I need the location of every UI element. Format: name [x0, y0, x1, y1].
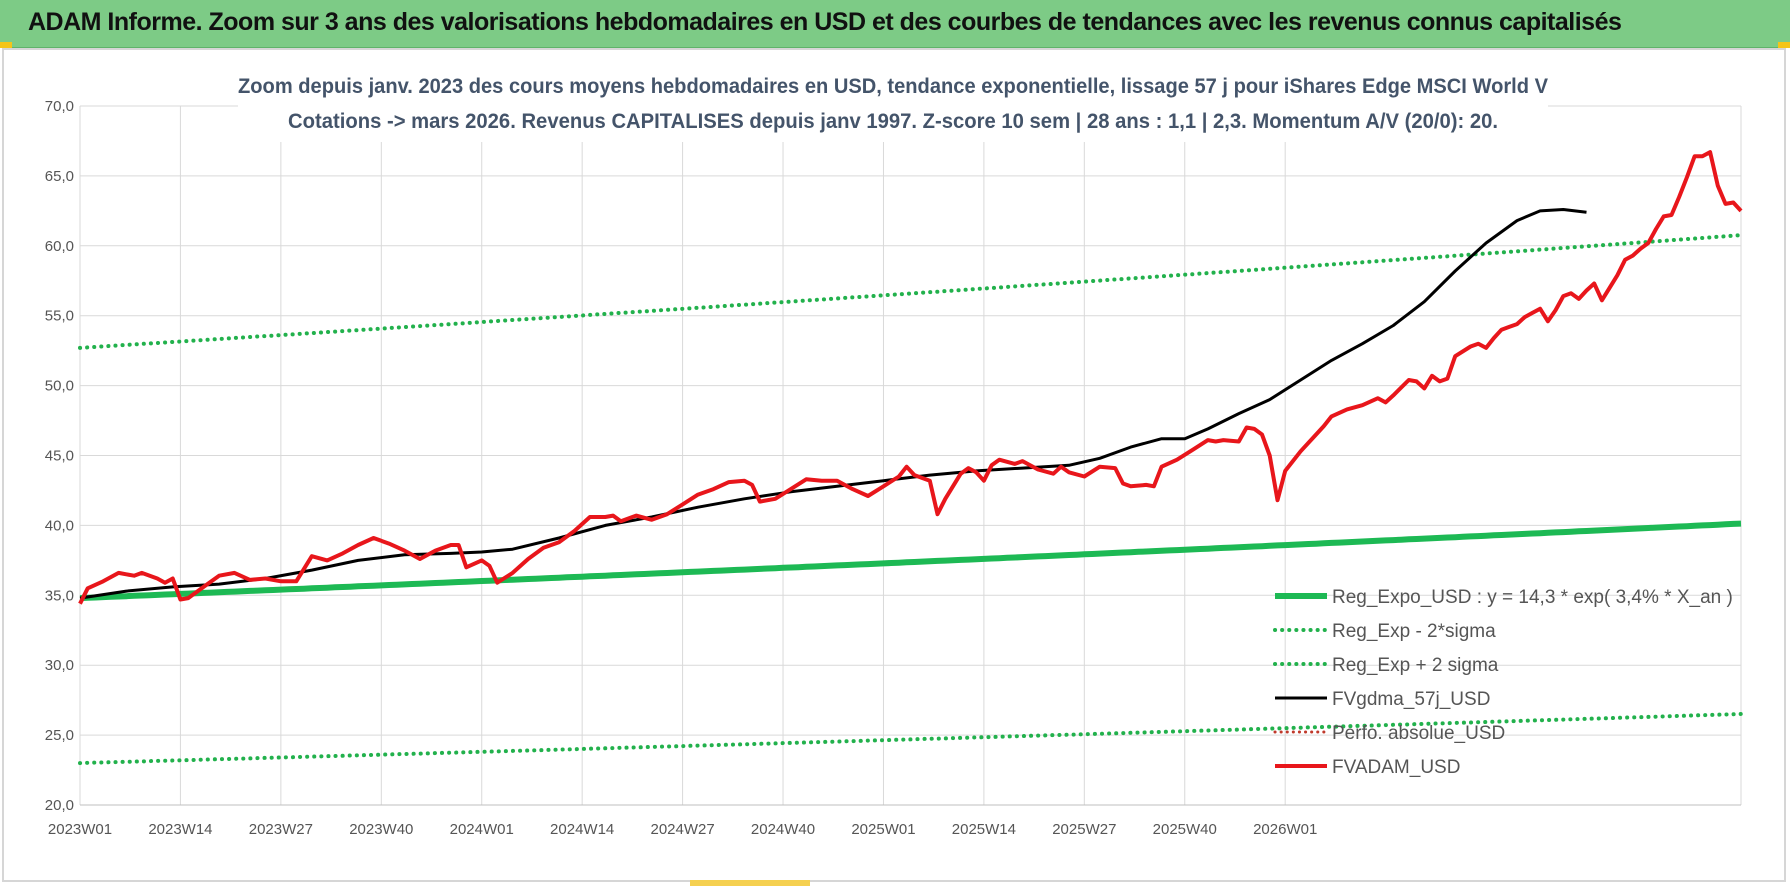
chart-series: [78, 150, 1743, 766]
chart-legend: Reg_Expo_USD : y = 14,3 * exp( 3,4% * X_…: [1273, 587, 1733, 778]
x-tick-label: 2023W40: [349, 821, 413, 838]
legend-label: Reg_Exp - 2*sigma: [1332, 621, 1496, 642]
y-tick-label: 40,0: [45, 517, 74, 534]
series-line-1: [78, 712, 1743, 766]
series-line-0: [79, 520, 1742, 602]
legend-label: Perfo. absolue_USD: [1332, 723, 1505, 744]
x-tick-label: 2024W01: [450, 821, 514, 838]
x-tick-label: 2023W27: [249, 821, 313, 838]
x-tick-label: 2023W01: [48, 821, 112, 838]
legend-label: Reg_Exp + 2 sigma: [1332, 655, 1499, 676]
x-tick-label: 2024W14: [550, 821, 614, 838]
y-tick-label: 70,0: [45, 98, 74, 115]
y-axis-ticks: 20,0 25,0 30,0 35,0 40,0 45,0 50,0 55,0 60,0 65,0…: [45, 98, 74, 814]
x-tick-label: 2024W40: [751, 821, 815, 838]
y-tick-label: 55,0: [45, 308, 74, 325]
legend-label: FVADAM_USD: [1332, 757, 1460, 778]
y-tick-label: 30,0: [45, 657, 74, 674]
x-tick-label: 2023W14: [148, 821, 212, 838]
banner-corner-left: [0, 42, 12, 48]
chart-grid: [79, 105, 1742, 806]
x-tick-label: 2024W27: [650, 821, 714, 838]
chart-title: Zoom depuis janv. 2023 des cours moyens …: [238, 75, 1548, 98]
y-tick-label: 45,0: [45, 448, 74, 465]
chart-subtitle: Cotations -> mars 2026. Revenus CAPITALI…: [288, 110, 1498, 133]
bottom-mark: [690, 880, 810, 886]
y-tick-label: 35,0: [45, 587, 74, 604]
chart-frame: [2, 48, 1786, 882]
chart-title-background: [238, 64, 1548, 142]
series-line-5: [78, 150, 1743, 605]
y-tick-label: 50,0: [45, 378, 74, 395]
y-tick-label: 60,0: [45, 238, 74, 255]
report-banner: ADAM Informe. Zoom sur 3 ans des valoris…: [0, 0, 1790, 48]
x-tick-label: 2025W01: [851, 821, 915, 838]
x-tick-label: 2025W27: [1052, 821, 1116, 838]
chart-title-block: Zoom depuis janv. 2023 des cours moyens …: [238, 64, 1548, 142]
x-tick-label: 2026W01: [1253, 821, 1317, 838]
x-axis-ticks: 2023W01 2023W14 2023W27 2023W40 2024W01 2024W…: [48, 821, 1317, 838]
banner-corner-right: [1778, 42, 1790, 48]
report-title: ADAM Informe. Zoom sur 3 ans des valoris…: [28, 8, 1622, 36]
x-tick-label: 2025W14: [952, 821, 1016, 838]
series-line-2: [78, 233, 1743, 350]
legend-label: FVgdma_57j_USD: [1332, 689, 1490, 710]
legend-label: Reg_Expo_USD : y = 14,3 * exp( 3,4% * X_…: [1332, 587, 1733, 608]
y-tick-label: 25,0: [45, 727, 74, 744]
x-tick-label: 2025W40: [1153, 821, 1217, 838]
y-tick-label: 65,0: [45, 168, 74, 185]
y-tick-label: 20,0: [45, 797, 74, 814]
